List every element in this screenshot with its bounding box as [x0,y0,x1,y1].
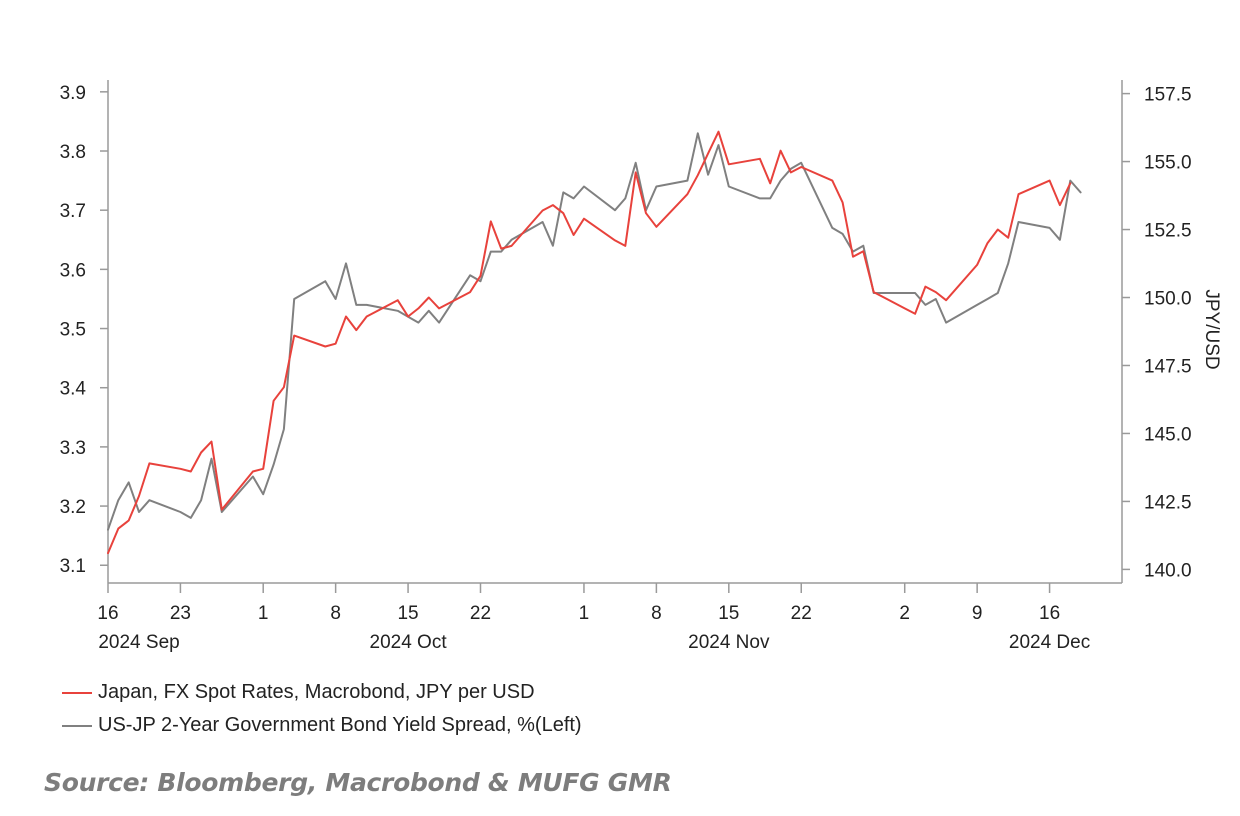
series-line-fx [107,130,1072,555]
x-tick-label: 22 [470,603,491,624]
left-tick-label: 3.6 [60,260,86,281]
right-tick-label: 142.5 [1144,492,1192,513]
legend-swatch-spread [62,724,92,727]
legend-swatch-fx [62,691,92,694]
right-axis-title: JPY/USD [1201,289,1222,369]
source-note: Source: Bloomberg, Macrobond & MUFG GMR [44,768,672,797]
x-month-label: 2024 Oct [370,632,448,653]
x-tick-label: 15 [718,603,739,624]
left-tick-label: 3.4 [60,379,87,400]
x-month-label: 2024 Dec [1009,632,1090,653]
right-tick-label: 152.5 [1144,221,1192,242]
x-tick-label: 9 [972,603,983,624]
x-tick-label: 1 [579,603,590,624]
legend-label-fx: Japan, FX Spot Rates, Macrobond, JPY per… [98,681,535,703]
legend-label-spread: US-JP 2-Year Government Bond Yield Sprea… [98,714,582,736]
series-line-spread [107,132,1082,531]
left-tick-label: 3.7 [60,201,86,222]
left-tick-label: 3.8 [60,142,86,163]
legend-item-spread: US-JP 2-Year Government Bond Yield Sprea… [62,709,582,742]
legend: Japan, FX Spot Rates, Macrobond, JPY per… [62,676,582,742]
axes: 3.1 3.2 3.3 3.4 3.5 3.6 3.7 3.8 3.9 140.0 142.5 145… [60,80,1222,653]
x-tick-label: 16 [97,603,118,624]
right-tick-label: 157.5 [1144,85,1192,106]
left-tick-label: 3.2 [60,497,86,518]
right-tick-label: 150.0 [1144,289,1192,310]
left-tick-label: 3.3 [60,438,86,459]
x-tick-label: 16 [1039,603,1060,624]
right-tick-label: 147.5 [1144,356,1192,377]
x-tick-label: 2 [899,603,910,624]
x-month-label: 2024 Sep [98,632,179,653]
legend-item-fx: Japan, FX Spot Rates, Macrobond, JPY per… [62,676,582,709]
x-tick-label: 15 [397,603,418,624]
x-tick-label: 23 [170,603,191,624]
left-tick-label: 3.5 [60,320,86,341]
x-tick-label: 1 [258,603,269,624]
right-tick-label: 140.0 [1144,560,1192,581]
right-tick-label: 155.0 [1144,153,1192,174]
right-tick-label: 145.0 [1144,424,1192,445]
x-month-label: 2024 Nov [688,632,770,653]
x-tick-label: 22 [791,603,812,624]
left-tick-label: 3.1 [60,556,86,577]
x-tick-label: 8 [651,603,662,624]
x-tick-label: 8 [330,603,341,624]
series-layer [107,130,1082,555]
left-tick-label: 3.9 [60,83,86,104]
